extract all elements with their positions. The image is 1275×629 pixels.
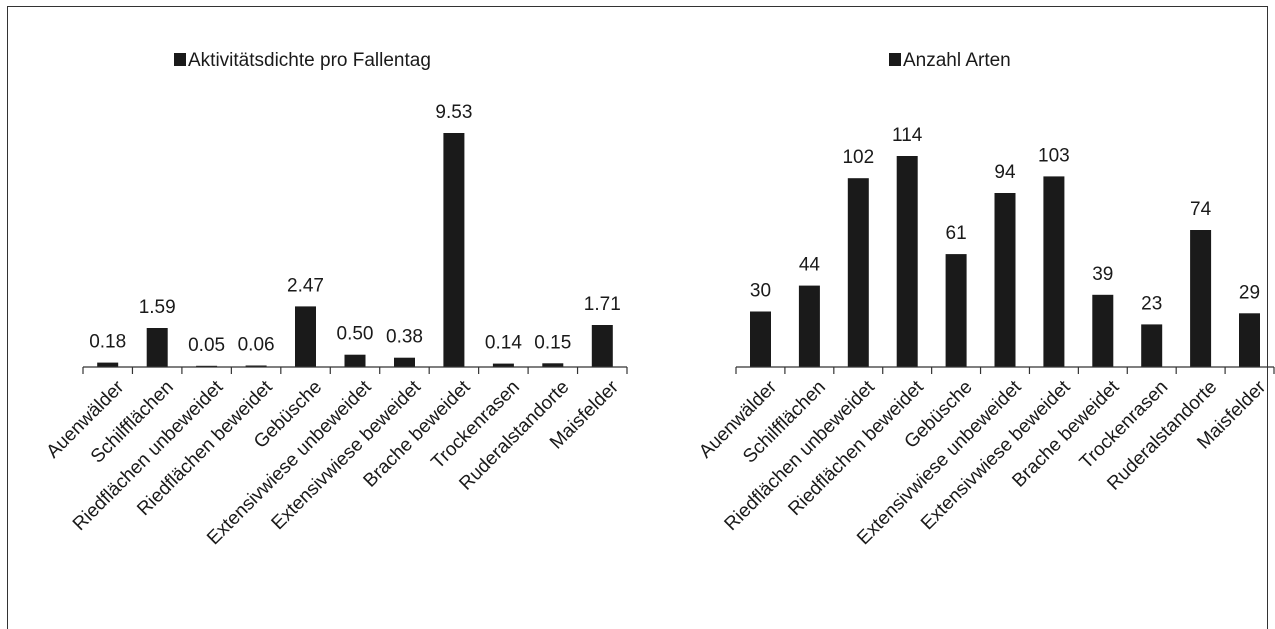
legend: Anzahl Arten bbox=[889, 50, 1011, 71]
legend-swatch bbox=[174, 53, 186, 66]
bar bbox=[492, 363, 514, 367]
data-label: 39 bbox=[1092, 264, 1113, 285]
data-label: 29 bbox=[1239, 282, 1260, 303]
figure-border bbox=[7, 6, 1268, 629]
data-label: 0.06 bbox=[238, 335, 275, 356]
data-label: 0.05 bbox=[188, 335, 225, 356]
bar bbox=[896, 156, 918, 367]
data-label: 0.50 bbox=[337, 324, 374, 345]
data-label: 0.38 bbox=[386, 327, 423, 348]
bar bbox=[146, 328, 168, 367]
bar bbox=[1141, 324, 1163, 367]
bar bbox=[847, 178, 869, 367]
data-label: 114 bbox=[892, 125, 923, 146]
bar bbox=[1092, 294, 1114, 367]
legend-swatch bbox=[889, 53, 901, 66]
legend-label: Anzahl Arten bbox=[903, 50, 1011, 71]
bar bbox=[945, 254, 967, 367]
data-label: 61 bbox=[946, 223, 967, 244]
bar bbox=[245, 365, 267, 367]
data-label: 0.18 bbox=[89, 332, 126, 353]
legend-label: Aktivitätsdichte pro Fallentag bbox=[188, 50, 431, 71]
bar bbox=[443, 133, 465, 367]
bar bbox=[1043, 176, 1065, 367]
bar bbox=[295, 306, 316, 367]
bar bbox=[994, 193, 1016, 367]
data-label: 1.59 bbox=[139, 297, 176, 318]
bar bbox=[591, 325, 613, 367]
data-label: 102 bbox=[842, 147, 874, 168]
bar bbox=[394, 357, 415, 367]
data-label: 30 bbox=[750, 281, 771, 302]
data-label: 44 bbox=[799, 255, 821, 276]
data-label: 1.71 bbox=[584, 294, 621, 315]
chart-panel-2: Anzahl Arten3044102114619410339237429Aue… bbox=[695, 50, 1275, 549]
data-label: 94 bbox=[994, 162, 1016, 183]
bar bbox=[750, 311, 771, 367]
bar bbox=[542, 363, 564, 367]
legend: Aktivitätsdichte pro Fallentag bbox=[174, 50, 431, 71]
data-label: 23 bbox=[1141, 293, 1162, 314]
chart-panel-1: Aktivitätsdichte pro Fallentag 0.18 1.59 0.… bbox=[43, 50, 628, 549]
data-label: 9.53 bbox=[435, 102, 472, 123]
data-label: 74 bbox=[1190, 199, 1212, 220]
data-label: 0.15 bbox=[534, 332, 571, 353]
data-label: 103 bbox=[1038, 145, 1070, 166]
bar bbox=[97, 362, 119, 367]
bar bbox=[798, 285, 820, 367]
bar bbox=[1190, 230, 1212, 367]
data-label: 0.14 bbox=[485, 333, 522, 354]
data-label: 2.47 bbox=[287, 275, 324, 296]
bar bbox=[344, 354, 366, 367]
bar bbox=[1239, 313, 1260, 367]
